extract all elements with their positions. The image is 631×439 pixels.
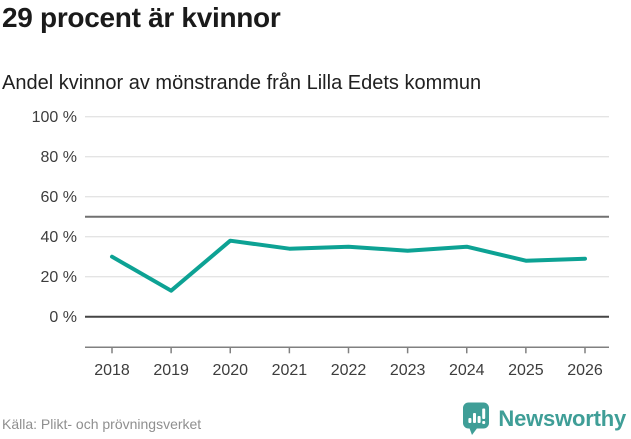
x-tick-label: 2020 [212,362,248,379]
y-tick-label: 20 % [41,269,77,286]
y-tick-label: 60 % [41,189,77,206]
x-tick-label: 2026 [567,362,603,379]
x-tick-label: 2025 [508,362,544,379]
headline: 29 procent är kvinnor [2,2,281,33]
x-tick-label: 2018 [94,362,130,379]
brand-name: Newsworthy [498,406,626,431]
y-tick-label: 0 % [49,309,77,326]
x-tick-label: 2019 [153,362,189,379]
y-tick-label: 100 % [32,109,77,126]
y-tick-label: 40 % [41,229,77,246]
y-tick-label: 80 % [41,149,77,166]
x-tick-label: 2021 [272,362,308,379]
source-attribution: Källa: Plikt- och prövningsverket [2,416,202,432]
chart-subtitle: Andel kvinnor av mönstrande från Lilla E… [2,72,482,94]
data-line [110,238,587,293]
x-tick-label: 2024 [449,362,485,379]
bar-chart-speech-bubble-icon [463,402,490,435]
x-tick-label: 2022 [331,362,367,379]
newsworthy-logo: Newsworthy [462,402,626,436]
line-chart-svg: 0 % 20 % 40 % 60 % 80 % 100 % 2018 2019 2020 2021… [32,109,609,379]
x-tick-label: 2023 [390,362,426,379]
